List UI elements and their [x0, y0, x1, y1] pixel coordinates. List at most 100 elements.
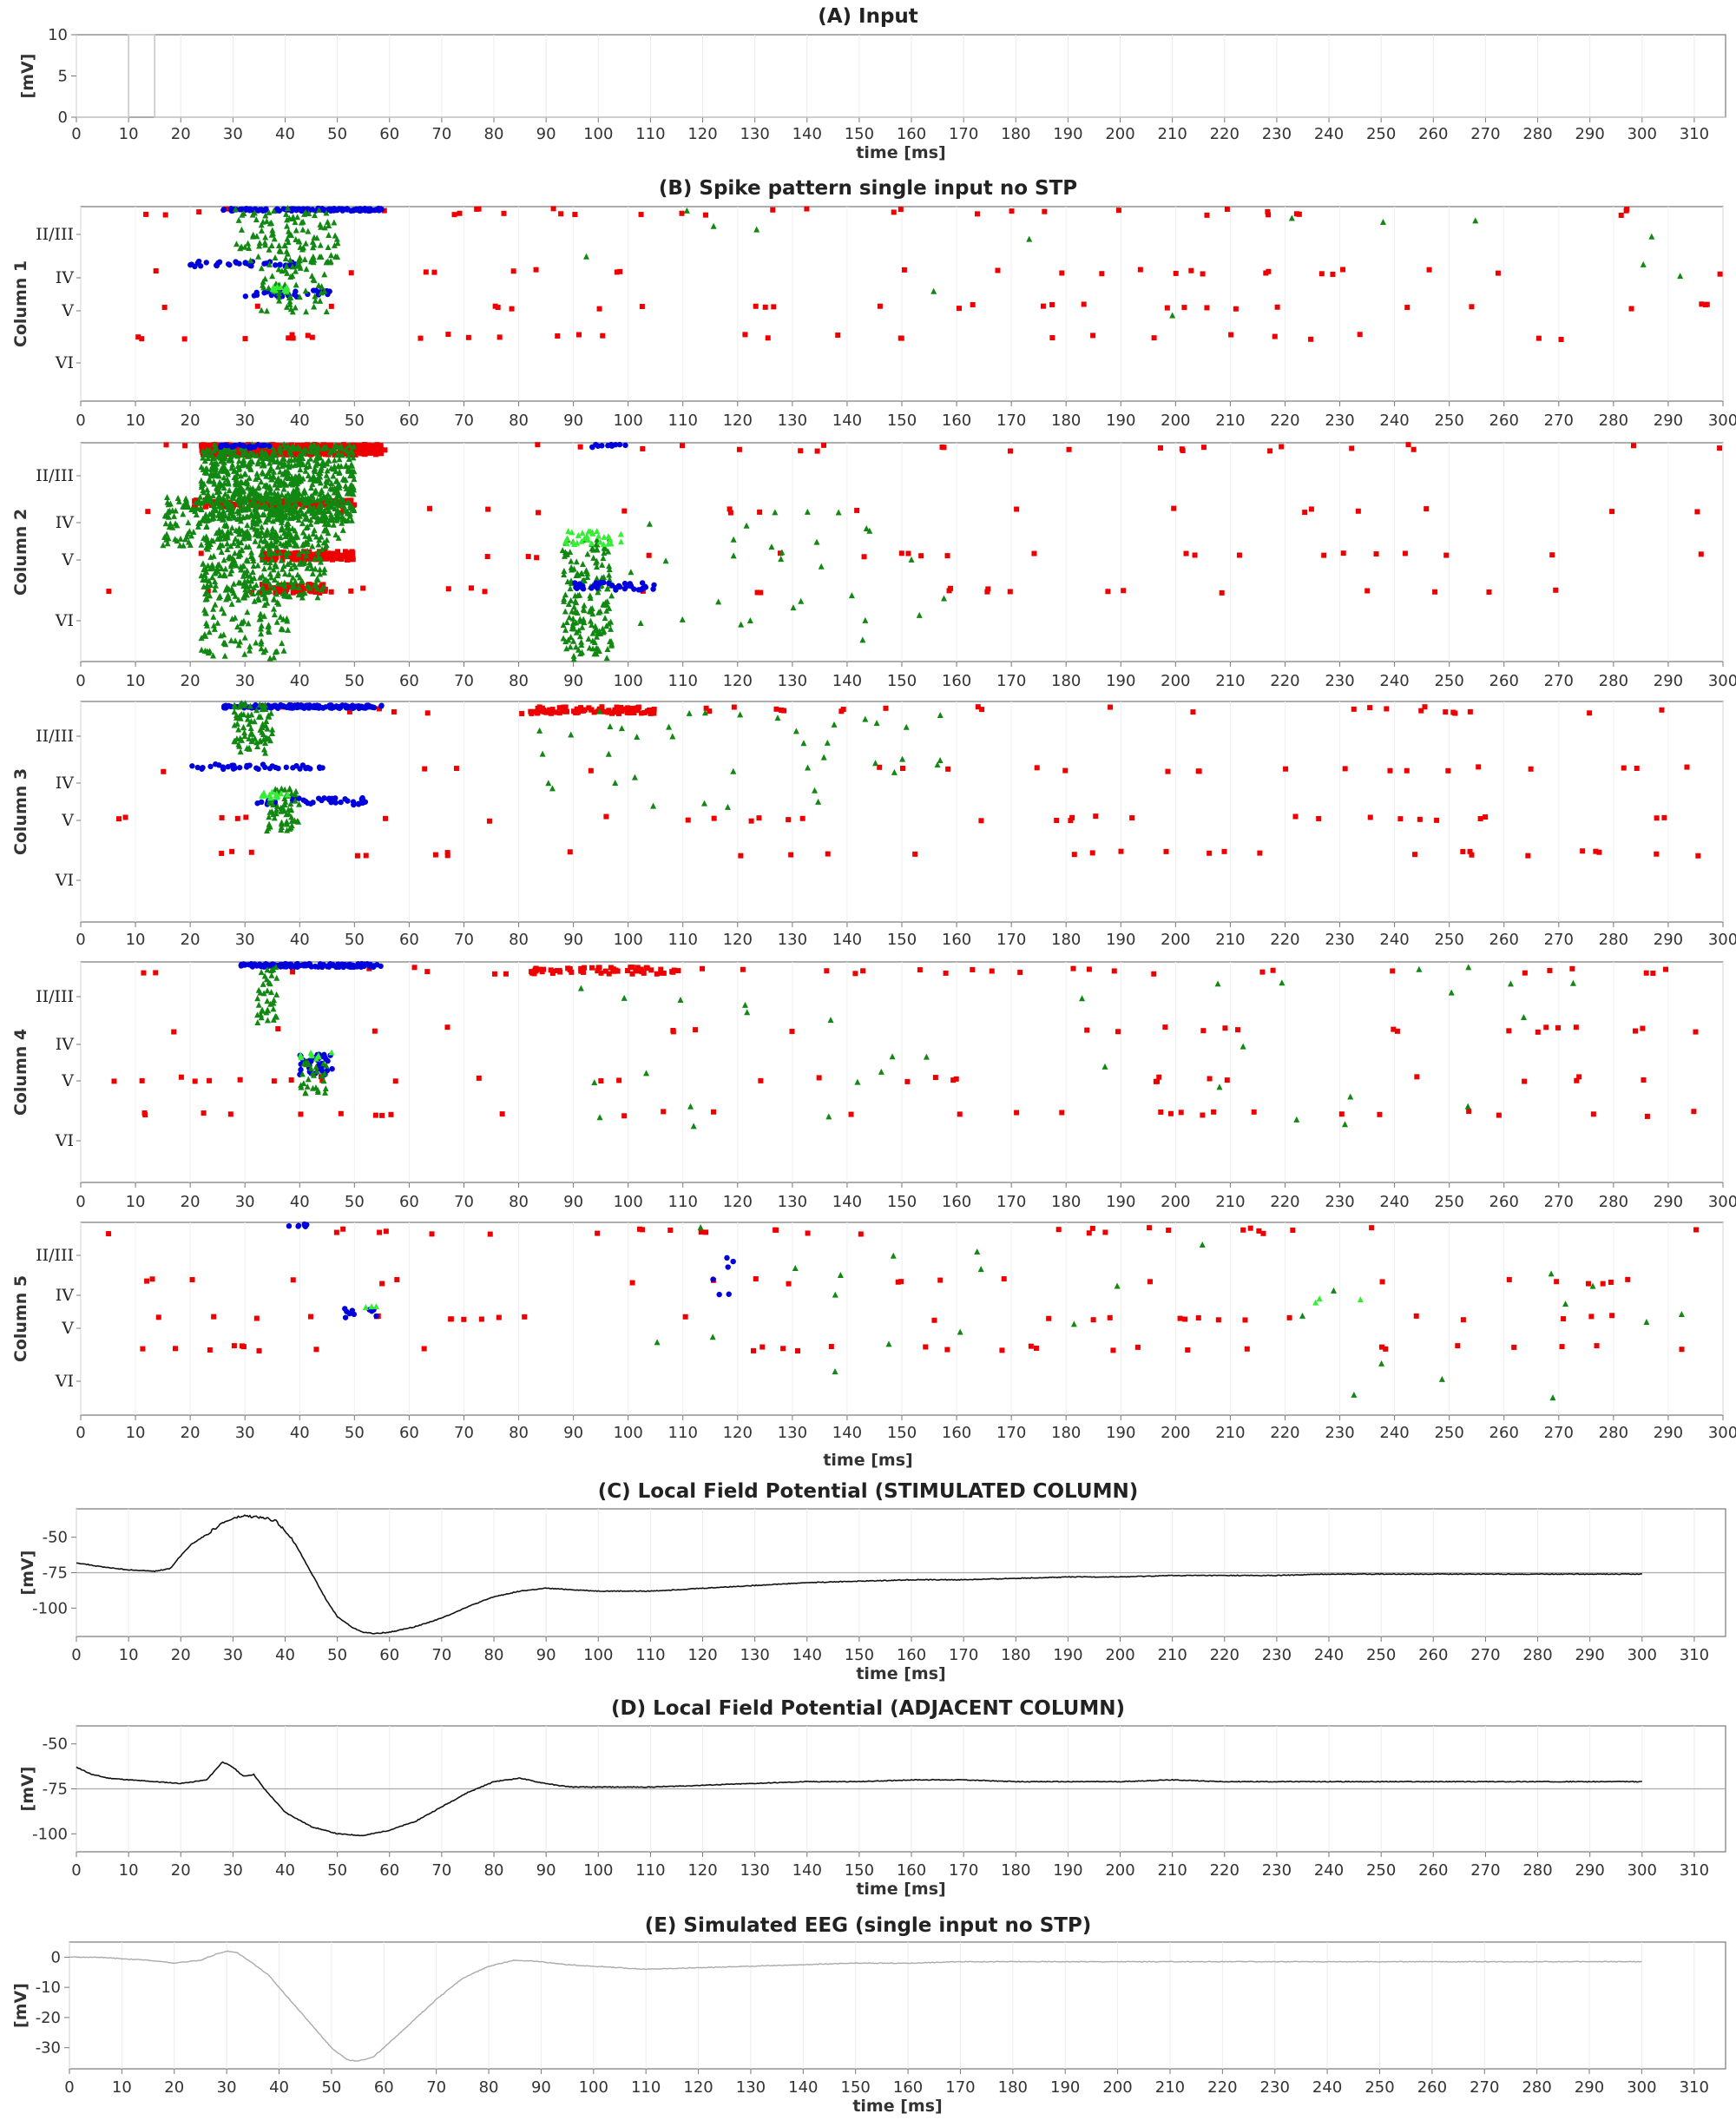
spike-marker-burst: [1214, 980, 1221, 987]
spike-marker-burst: [281, 480, 288, 487]
spike-marker-burst: [306, 210, 312, 217]
spike-marker-inhibitory: [220, 207, 227, 214]
spike-marker-burst: [233, 734, 240, 741]
spike-marker-excitatory: [219, 814, 225, 820]
x-tick-label: 0: [76, 412, 85, 430]
layer-label: IV: [56, 513, 75, 532]
spike-marker-excitatory: [1661, 814, 1667, 820]
spike-marker-excitatory: [574, 706, 580, 712]
spike-marker-burst: [211, 441, 218, 448]
spike-marker-burst: [228, 456, 235, 463]
spike-marker-burst: [263, 976, 270, 983]
spike-marker-excitatory: [474, 206, 480, 212]
spike-marker-excitatory: [995, 267, 1001, 273]
spike-marker-burst: [1520, 1013, 1527, 1020]
spike-marker-burst: [260, 990, 267, 997]
spike-marker-burst: [637, 620, 644, 627]
spike-marker-excitatory: [538, 708, 544, 714]
spike-marker-excitatory: [1600, 1281, 1606, 1287]
spike-marker-burst: [275, 293, 282, 300]
spike-marker-burst: [643, 1070, 650, 1077]
spike-marker-burst: [666, 723, 673, 730]
x-tick-label: 90: [563, 1193, 583, 1211]
spike-marker-burst: [301, 256, 308, 263]
spike-marker-burst: [190, 528, 197, 535]
spike-marker-burst: [342, 482, 349, 489]
spike-marker-burst: [312, 476, 319, 483]
spike-marker-burst: [252, 506, 259, 513]
spike-marker-burst: [233, 562, 240, 569]
spike-marker-burst: [792, 728, 799, 734]
spike-marker-excitatory: [1698, 551, 1704, 557]
spike-marker-burst: [280, 563, 287, 570]
spike-marker-excitatory: [354, 853, 360, 859]
spike-marker-excitatory: [703, 1229, 709, 1235]
spike-marker-burst: [251, 597, 258, 604]
spike-marker-excitatory: [629, 971, 635, 977]
spike-marker-burst: [240, 724, 247, 731]
spike-marker-excitatory: [319, 552, 325, 558]
spike-marker-excitatory: [529, 710, 535, 716]
spike-marker-excitatory: [581, 969, 587, 975]
spike-marker-excitatory: [418, 335, 424, 341]
spike-marker-burst: [259, 462, 266, 469]
spike-marker-excitatory: [1157, 444, 1163, 451]
spike-marker-burst: [286, 501, 293, 508]
spike-marker-burst: [284, 222, 291, 229]
spike-marker-excitatory: [1351, 706, 1357, 712]
spike-marker-excitatory: [141, 970, 147, 976]
spike-marker-burst: [266, 465, 273, 472]
x-tick-label: 70: [454, 931, 474, 949]
spike-marker-burst: [568, 634, 575, 641]
spike-marker-burst: [815, 798, 822, 805]
spike-marker-excitatory: [616, 710, 622, 716]
x-tick-label: 150: [845, 125, 874, 143]
spike-marker-burst: [270, 1005, 277, 1012]
spike-marker-burst: [274, 580, 281, 587]
spike-marker-excitatory: [1014, 1110, 1020, 1116]
spike-marker-excitatory: [1211, 1109, 1217, 1115]
spike-marker-burst: [224, 540, 231, 547]
spike-marker-burst: [930, 287, 937, 294]
spike-marker-burst: [281, 570, 288, 577]
spike-marker-burst: [835, 509, 842, 516]
spike-marker-burst: [311, 441, 318, 448]
spike-markers: [106, 1221, 1700, 1401]
spike-marker-burst: [254, 562, 261, 569]
spike-marker-burst: [854, 1078, 861, 1085]
x-tick-label: 290: [1654, 1424, 1683, 1442]
spike-marker-excitatory: [970, 966, 976, 972]
spike-marker-burst: [247, 572, 253, 579]
spike-marker-burst: [284, 269, 291, 276]
spike-marker-burst: [283, 520, 290, 527]
spike-marker-excitatory: [202, 446, 208, 452]
spike-marker-burst: [252, 537, 259, 544]
spike-marker-burst: [321, 527, 328, 534]
spike-marker-burst: [259, 504, 266, 510]
x-tick-label: 230: [1325, 1424, 1354, 1442]
spike-marker-burst: [309, 1084, 316, 1091]
spike-marker-inhibitory: [306, 207, 312, 213]
spike-marker-burst: [211, 480, 218, 487]
x-tick-label: 180: [1001, 125, 1030, 143]
spike-marker-burst: [351, 443, 358, 450]
spike-marker-burst: [319, 459, 326, 466]
spike-marker-burst: [326, 476, 332, 483]
spike-marker-excitatory: [289, 332, 295, 338]
spike-marker-excitatory: [444, 1024, 450, 1031]
spike-marker-burst: [241, 634, 248, 641]
spike-marker-burst: [266, 488, 273, 495]
spike-marker-burst: [916, 611, 923, 618]
spike-marker-burst: [283, 820, 290, 827]
spike-marker-excitatory: [821, 442, 827, 448]
spike-marker-burst: [185, 519, 192, 526]
spike-marker-excitatory: [1086, 1230, 1092, 1236]
x-tick-label: 140: [832, 1424, 862, 1442]
spike-marker-excitatory: [254, 303, 260, 309]
spike-marker-excitatory: [1469, 304, 1475, 310]
spike-marker-burst: [348, 446, 355, 453]
spike-marker-burst: [234, 452, 241, 459]
spike-marker-excitatory: [319, 1077, 326, 1083]
spike-marker-excitatory: [852, 971, 858, 977]
spike-marker-excitatory: [648, 967, 654, 973]
